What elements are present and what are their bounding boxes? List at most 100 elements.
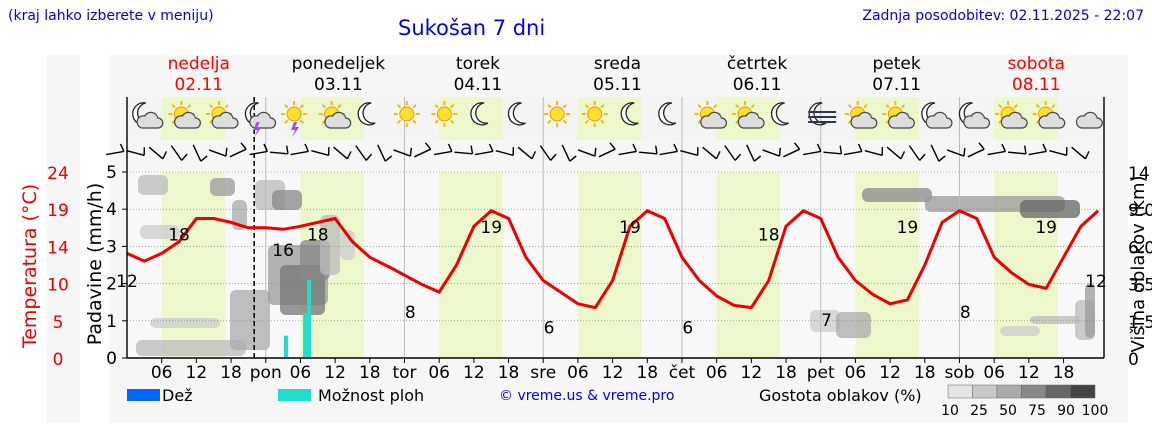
barb-shaft	[454, 151, 473, 155]
left-axis-panel	[47, 55, 80, 423]
wind-barb	[1049, 147, 1068, 157]
barb-feather	[200, 155, 208, 162]
sun-cloud-icon	[1032, 101, 1066, 129]
x-tick-label: 18	[498, 363, 520, 383]
cloud-shape	[963, 111, 991, 129]
barb-feather	[424, 142, 432, 150]
density-label: 75	[1028, 403, 1046, 419]
cloud-tick-label: 3.5	[1128, 276, 1152, 296]
barb-shaft	[539, 145, 552, 161]
copyright-link[interactable]: © vreme.us & vreme.pro	[499, 388, 675, 404]
wind-barb	[517, 146, 537, 160]
barb-feather	[753, 155, 762, 162]
temperature-line	[126, 209, 1100, 310]
sun-ray	[299, 119, 304, 124]
x-tick-label: 06	[845, 363, 867, 383]
barb-feather	[594, 147, 597, 157]
legend-swatches: 10 25 50 75 90 100	[127, 384, 1108, 419]
sun-ray	[299, 104, 304, 109]
wind-barb	[908, 145, 926, 161]
x-tick-label: 12	[1018, 363, 1040, 383]
moon-shape	[808, 102, 827, 126]
barb-feather	[609, 142, 616, 150]
barb-shaft	[844, 150, 862, 156]
barb-shaft	[192, 144, 202, 162]
x-tick-label: čet	[669, 363, 696, 383]
temp-tick-label: 14	[47, 238, 69, 258]
sun-ray	[562, 119, 568, 124]
barb-feather	[938, 155, 946, 162]
legend-rain: Dež	[162, 386, 193, 405]
sun-disc	[549, 106, 565, 122]
wind-barb	[106, 143, 125, 156]
density-swatch	[996, 384, 1022, 399]
barb-shaft	[561, 144, 571, 162]
wind-barb	[886, 146, 906, 160]
moon-icon	[507, 102, 526, 126]
wind-barb	[783, 142, 801, 158]
temp-tick-label: 19	[47, 201, 69, 221]
barb-feather	[531, 151, 537, 160]
barb-feather	[793, 142, 801, 150]
barb-feather	[1042, 143, 1048, 152]
density-label: 50	[999, 403, 1017, 419]
cloud-shape	[850, 111, 878, 129]
barb-feather	[881, 147, 884, 156]
day-name: sreda	[594, 54, 641, 74]
day-name: ponedeljek	[292, 54, 386, 74]
sun-ray	[1013, 104, 1018, 109]
lightning	[291, 122, 300, 137]
wind-barb	[561, 144, 577, 162]
barb-feather	[409, 147, 413, 157]
sun-cloud-icon	[168, 101, 201, 129]
sun-storm-icon	[281, 101, 308, 137]
wind-barb	[1007, 145, 1027, 155]
temperature-label: 7	[821, 311, 832, 331]
barb-feather	[365, 153, 373, 161]
wind-barb	[987, 143, 1007, 156]
temperature-label: 18	[168, 226, 190, 246]
temperature-label: 19	[1035, 218, 1057, 238]
barb-feather	[550, 153, 557, 161]
barb-shaft	[290, 150, 309, 156]
barb-shaft	[702, 146, 717, 160]
x-tick-label: 06	[290, 363, 312, 383]
x-tick-label: 12	[602, 363, 624, 383]
wind-barb	[249, 143, 269, 156]
day-name: sobota	[1007, 54, 1065, 74]
barb-feather	[1065, 147, 1068, 156]
barb-shaft	[803, 150, 821, 156]
sun-icon	[581, 101, 608, 127]
sun-cloud-icon	[694, 101, 727, 129]
moon-shape	[620, 102, 639, 126]
sun-ray	[547, 104, 552, 109]
precip-tick-label: 0	[106, 349, 117, 369]
barb-feather	[839, 145, 843, 154]
barb-feather	[978, 142, 985, 150]
barb-shaft	[1071, 146, 1086, 160]
sun-ray	[562, 104, 568, 109]
temp-tick-label: 24	[47, 164, 69, 184]
barb-feather	[346, 151, 352, 160]
barb-shaft	[930, 144, 940, 162]
rain-swatch	[127, 389, 160, 401]
cloud-shape	[1000, 111, 1028, 129]
density-swatch	[1021, 384, 1047, 399]
cloud-shape	[925, 111, 953, 129]
x-tick-label: pet	[807, 363, 835, 383]
cloud-blob	[136, 340, 246, 356]
barb-shaft	[475, 150, 493, 156]
temperature-axis-label: Temperatura (°C)	[19, 184, 41, 349]
barb-shaft	[229, 148, 247, 158]
barb-shaft	[249, 150, 268, 156]
x-tick-label: 12	[741, 363, 763, 383]
location-menu-note: (kraj lahko izberete v meniju)	[8, 8, 214, 24]
last-update: Zadnja posodobitev: 02.11.2025 - 22:07	[862, 8, 1144, 24]
x-tick-label: 06	[983, 363, 1005, 383]
sun-cloud-icon	[844, 101, 878, 129]
x-tick-label: 06	[428, 363, 450, 383]
sun-ray	[209, 104, 214, 109]
sun-ray	[885, 104, 890, 109]
moon-icon	[620, 102, 639, 126]
